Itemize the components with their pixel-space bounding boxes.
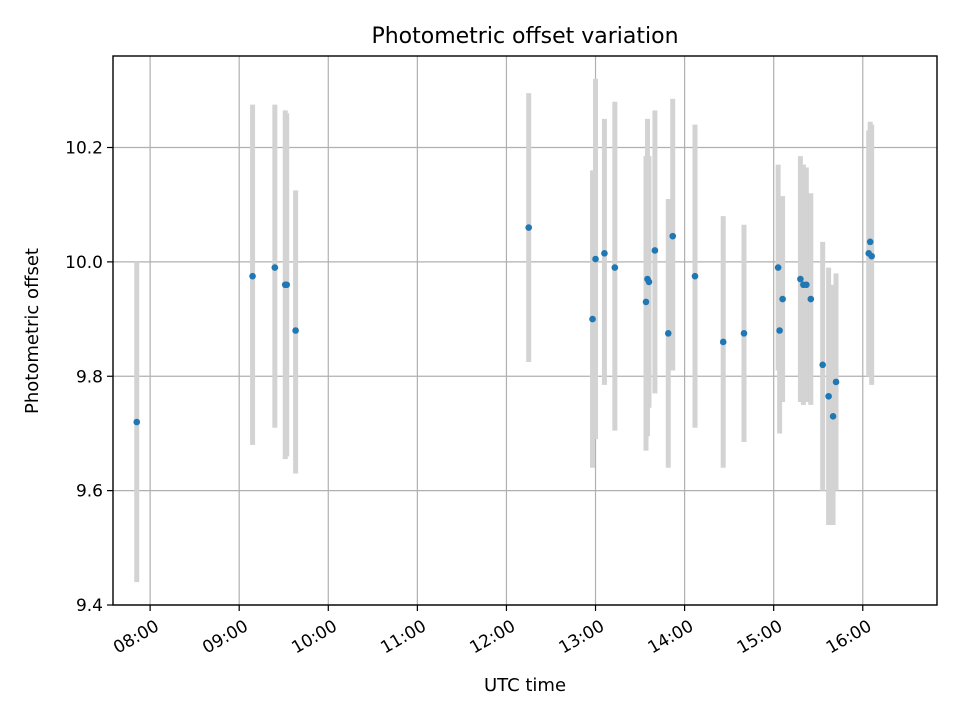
data-point <box>133 418 141 426</box>
data-point <box>651 247 659 254</box>
y-tick-label: 9.8 <box>76 367 103 387</box>
y-tick-label: 10.0 <box>65 253 103 273</box>
data-point <box>669 232 677 240</box>
data-point <box>645 278 653 286</box>
data-point <box>779 295 786 303</box>
data-point <box>601 249 608 257</box>
y-axis-label: Photometric offset <box>22 248 43 414</box>
y-tick-label: 10.2 <box>65 139 103 159</box>
plot-frame <box>112 55 938 606</box>
data-point <box>719 338 727 346</box>
chart-title: Photometric offset variation <box>371 24 678 49</box>
data-point <box>249 272 256 280</box>
data-point <box>589 315 596 323</box>
data-point <box>774 264 782 271</box>
y-tick-label: 9.4 <box>76 596 103 616</box>
data-point <box>866 238 874 246</box>
data-point <box>292 327 299 334</box>
data-point <box>868 252 875 260</box>
data-point <box>807 295 815 303</box>
data-point <box>832 378 840 386</box>
data-point <box>740 330 748 337</box>
data-point <box>797 275 804 283</box>
data-point <box>592 255 599 263</box>
data-points <box>133 224 875 426</box>
y-tick-label: 9.6 <box>76 482 103 502</box>
x-axis-label: UTC time <box>484 675 566 696</box>
data-point <box>525 224 533 231</box>
data-point <box>611 264 619 271</box>
data-point <box>283 281 291 289</box>
data-point <box>819 361 826 369</box>
data-point <box>271 264 279 271</box>
data-point <box>803 281 810 289</box>
data-point <box>829 412 837 420</box>
data-point <box>691 272 699 280</box>
data-point <box>825 392 832 400</box>
data-point <box>642 298 650 306</box>
data-point <box>664 330 672 337</box>
data-point <box>776 327 783 334</box>
